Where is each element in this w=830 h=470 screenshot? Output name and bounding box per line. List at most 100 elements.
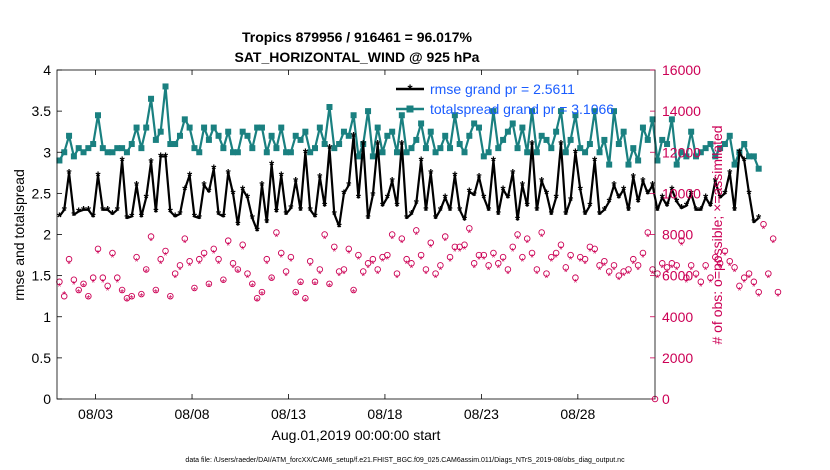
obs-assimilated-point: *	[766, 274, 770, 285]
totalspread-point	[635, 157, 642, 164]
totalspread-point	[85, 145, 92, 152]
totalspread-point	[668, 116, 675, 123]
rmse-point: *	[718, 190, 724, 205]
rmse-point: *	[153, 204, 159, 219]
right-tick-label: 0	[662, 391, 670, 407]
obs-possible-point	[673, 262, 680, 269]
obs-assimilated-point: *	[704, 265, 708, 276]
obs-assimilated-point: *	[723, 251, 727, 262]
totalspread-point	[210, 124, 217, 131]
obs-assimilated-point: *	[207, 282, 211, 293]
obs-assimilated-point: *	[192, 286, 196, 297]
totalspread-point	[340, 128, 347, 135]
rmse-point: *	[173, 209, 179, 224]
obs-possible-point	[504, 266, 512, 273]
obs-possible-point	[345, 245, 353, 253]
rmse-point: *	[216, 207, 222, 222]
obs-assimilated-point: *	[352, 288, 356, 299]
obs-possible-point	[731, 264, 738, 271]
obs-possible-point	[736, 282, 743, 290]
totalspread-point	[654, 157, 661, 164]
obs-possible-point	[167, 292, 174, 300]
left-tick-label: 3.5	[32, 103, 52, 119]
rmse-point: *	[76, 204, 82, 219]
totalspread-point	[447, 145, 454, 152]
obs-possible-point	[340, 266, 348, 273]
obs-assimilated-point: *	[270, 276, 274, 287]
rmse-point: *	[115, 203, 121, 218]
obs-possible-point	[306, 257, 314, 265]
rmse-point: *	[525, 199, 531, 214]
rmse-point: *	[732, 203, 738, 218]
totalspread-point	[99, 145, 106, 152]
totalspread-point	[249, 145, 256, 152]
obs-assimilated-point: *	[429, 243, 433, 254]
obs-possible-point	[234, 266, 242, 273]
obs-assimilated-point: *	[762, 224, 766, 235]
rmse-point: *	[67, 166, 73, 181]
rmse-point: *	[327, 141, 333, 156]
right-tick-label: 10000	[662, 185, 701, 201]
obs-assimilated-point: *	[602, 261, 606, 272]
obs-assimilated-point: *	[221, 278, 225, 289]
totalspread-point	[109, 149, 116, 156]
obs-possible-point	[538, 229, 545, 236]
totalspread-point	[548, 145, 555, 152]
totalspread-point	[495, 145, 502, 152]
obs-possible-point	[393, 270, 401, 277]
right-tick-label: 8000	[662, 227, 693, 243]
totalspread-point	[427, 128, 434, 135]
obs-assimilated-point: *	[86, 294, 90, 305]
obs-possible-point	[249, 280, 256, 288]
rmse-point: *	[563, 207, 569, 222]
legend-spread-label: totalspread grand pr = 3.1066	[430, 101, 614, 117]
obs-possible-point	[278, 249, 285, 257]
obs-assimilated-point: *	[371, 259, 375, 270]
rmse-point: *	[568, 193, 574, 208]
obs-assimilated-point: *	[376, 270, 380, 281]
rmse-point: *	[698, 203, 704, 218]
rmse-point: *	[86, 203, 92, 218]
totalspread-point	[678, 149, 685, 156]
totalspread-point	[475, 124, 482, 131]
obs-possible-point	[490, 249, 497, 257]
rmse-point: *	[722, 186, 728, 201]
obs-assimilated-point: *	[332, 247, 336, 258]
obs-possible-point	[398, 235, 406, 242]
obs-possible-point	[687, 262, 695, 269]
obs-assimilated-point: *	[472, 263, 476, 274]
obs-possible-point	[244, 270, 251, 277]
obs-possible-point	[610, 262, 618, 269]
right-tick-label: 16000	[662, 62, 701, 78]
rmse-point: *	[655, 203, 661, 218]
obs-possible-point	[374, 266, 381, 273]
obs-assimilated-point: *	[525, 239, 529, 250]
totalspread-point	[205, 136, 212, 143]
obs-assimilated-point: *	[520, 257, 524, 268]
obs-assimilated-point: *	[289, 257, 293, 268]
obs-assimilated-point: *	[125, 296, 129, 307]
obs-assimilated-point: *	[419, 255, 423, 266]
obs-assimilated-point: *	[385, 255, 389, 266]
rmse-point: *	[124, 211, 130, 226]
totalspread-point	[750, 153, 757, 160]
totalspread-point	[509, 120, 516, 127]
totalspread-point	[543, 136, 550, 143]
rmse-point: *	[486, 203, 492, 218]
rmse-point: *	[660, 190, 666, 205]
rmse-point: *	[57, 209, 63, 224]
obs-possible-point	[745, 270, 753, 277]
totalspread-point	[70, 153, 77, 160]
totalspread-point	[533, 149, 540, 156]
obs-possible-point	[282, 268, 290, 275]
obs-possible-point	[572, 274, 579, 281]
totalspread-point	[456, 141, 463, 148]
obs-assimilated-point: *	[684, 278, 688, 289]
totalspread-point	[504, 128, 511, 135]
rmse-point: *	[708, 199, 714, 214]
rmse-point: *	[428, 166, 434, 181]
chart-title-line2: SAT_HORIZONTAL_WIND @ 925 hPa	[235, 49, 480, 65]
obs-assimilated-point: *	[651, 270, 655, 281]
obs-assimilated-point: *	[265, 259, 269, 270]
